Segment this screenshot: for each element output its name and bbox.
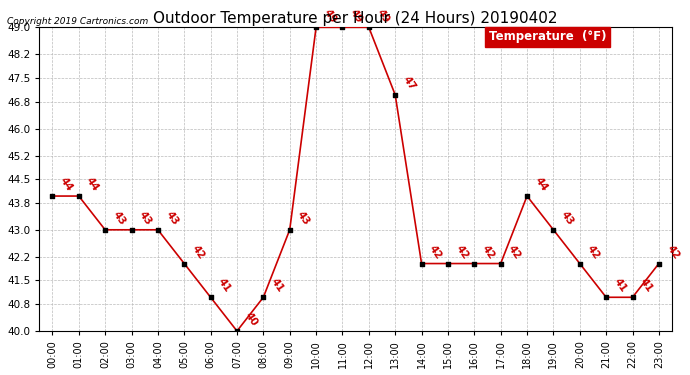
Point (284, 227, 295, 233)
Point (548, 227, 559, 233)
Point (47, 193, 58, 199)
Text: 43: 43 (110, 209, 127, 227)
Text: Copyright 2019 Cartronics.com: Copyright 2019 Cartronics.com (7, 17, 148, 26)
Text: 47: 47 (401, 74, 417, 92)
Point (574, 261, 585, 267)
Point (364, 24, 375, 30)
Text: 42: 42 (453, 243, 470, 261)
Text: 42: 42 (190, 243, 206, 261)
Text: 42: 42 (427, 243, 444, 261)
Point (495, 261, 506, 267)
Text: 44: 44 (84, 176, 101, 193)
Point (179, 261, 190, 267)
Text: 42: 42 (506, 243, 523, 261)
Text: 43: 43 (295, 209, 312, 227)
Text: 49: 49 (375, 7, 391, 24)
Text: Temperature  (°F): Temperature (°F) (489, 30, 606, 44)
Point (99, 227, 110, 233)
Point (653, 261, 664, 267)
Text: 41: 41 (638, 277, 655, 294)
Point (469, 261, 480, 267)
Text: 43: 43 (559, 209, 575, 227)
Text: 41: 41 (269, 277, 286, 294)
Text: 40: 40 (243, 310, 259, 328)
Text: 43: 43 (137, 209, 154, 227)
Point (522, 193, 533, 199)
Point (390, 92, 401, 98)
Title: Outdoor Temperature per Hour (24 Hours) 20190402: Outdoor Temperature per Hour (24 Hours) … (153, 11, 558, 26)
Point (442, 261, 453, 267)
Point (205, 294, 216, 300)
Text: 49: 49 (322, 7, 338, 24)
Text: 41: 41 (216, 277, 233, 294)
Point (231, 328, 242, 334)
Point (627, 294, 638, 300)
Point (152, 227, 164, 233)
Text: 44: 44 (58, 176, 75, 193)
Text: 43: 43 (164, 209, 180, 227)
Point (258, 294, 269, 300)
Point (600, 294, 611, 300)
Text: 49: 49 (348, 7, 364, 24)
Point (73, 193, 84, 199)
Point (126, 227, 137, 233)
Text: 42: 42 (585, 243, 602, 261)
Text: 44: 44 (533, 176, 549, 193)
Text: 42: 42 (480, 243, 496, 261)
Point (310, 24, 322, 30)
Point (416, 261, 427, 267)
Text: 41: 41 (612, 277, 629, 294)
Point (337, 24, 348, 30)
Text: 42: 42 (664, 243, 681, 261)
